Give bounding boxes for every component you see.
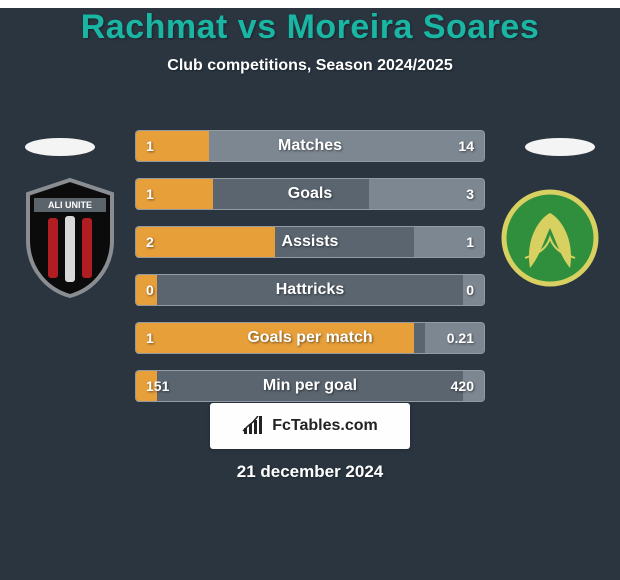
comparison-row: 13Goals [135, 178, 485, 210]
badge-icon: ERSEBA [500, 178, 600, 298]
comparison-rows: 114Matches 13Goals 21Assists 00Hattricks 10.… [135, 130, 485, 418]
comparison-row: 151420Min per goal [135, 370, 485, 402]
svg-text:ALI UNITE: ALI UNITE [48, 200, 92, 210]
halo-left [25, 138, 95, 156]
title: Rachmat vs Moreira Soares [0, 8, 620, 47]
subtitle: Club competitions, Season 2024/2025 [0, 57, 620, 75]
metric-label: Goals [136, 179, 484, 209]
team-crest-left: ALI UNITE [20, 178, 120, 298]
metric-label: Min per goal [136, 371, 484, 401]
infographic-root: Rachmat vs Moreira Soares Club competiti… [0, 8, 620, 580]
metric-label: Goals per match [136, 323, 484, 353]
date: 21 december 2024 [0, 462, 620, 482]
attribution-badge: FcTables.com [210, 403, 410, 449]
svg-text:ERSEBA: ERSEBA [531, 198, 569, 208]
attribution-text: FcTables.com [272, 417, 378, 435]
metric-label: Hattricks [136, 275, 484, 305]
comparison-row: 21Assists [135, 226, 485, 258]
comparison-row: 114Matches [135, 130, 485, 162]
metric-label: Matches [136, 131, 484, 161]
metric-label: Assists [136, 227, 484, 257]
shield-icon: ALI UNITE [20, 178, 120, 298]
comparison-row: 00Hattricks [135, 274, 485, 306]
comparison-row: 10.21Goals per match [135, 322, 485, 354]
halo-right [525, 138, 595, 156]
team-crest-right: ERSEBA [500, 178, 600, 298]
bar-chart-icon [242, 416, 266, 436]
